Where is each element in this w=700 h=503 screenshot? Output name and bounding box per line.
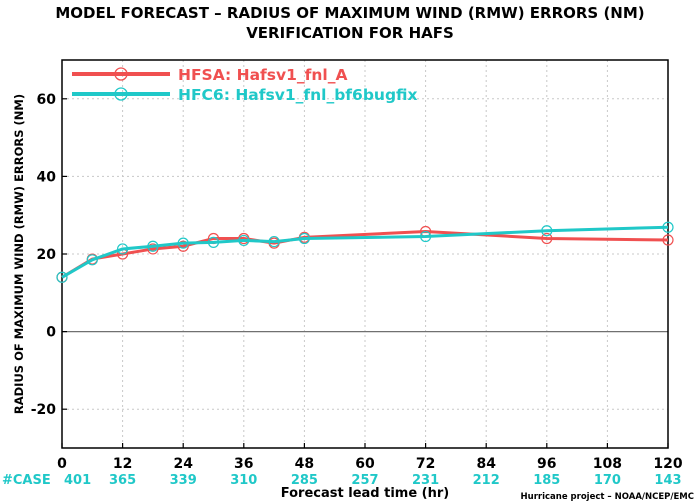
case-count: 401	[64, 473, 91, 488]
case-count: 257	[351, 473, 378, 488]
series-2-marker	[116, 243, 129, 255]
legend-marker	[114, 67, 128, 81]
case-count: 170	[594, 473, 621, 488]
y-tick-label: 0	[46, 325, 56, 341]
series-2-marker	[238, 234, 250, 247]
x-tick-label: 120	[653, 456, 682, 472]
y-tick-label: 40	[37, 169, 57, 185]
y-axis-label: RADIUS OF MAXIMUM WIND (RMW) ERRORS (NM)	[12, 94, 26, 414]
x-tick-label: 0	[57, 456, 67, 472]
series-1-marker	[662, 234, 674, 246]
y-tick-label: 20	[37, 247, 57, 263]
case-count: 185	[533, 473, 560, 488]
series-2-marker	[420, 230, 432, 243]
series-2-marker	[298, 232, 310, 245]
series-1-marker	[177, 240, 189, 252]
case-count: 231	[412, 473, 439, 488]
series-2-marker	[268, 235, 280, 248]
series-2-marker	[147, 240, 159, 252]
case-count: 212	[473, 473, 500, 488]
series-lines	[56, 221, 674, 283]
series-2-marker	[662, 221, 674, 233]
case-label: #CASE	[2, 473, 51, 488]
legend-label: HFSA: Hafsv1_fnl_A	[178, 66, 347, 84]
series-2-marker	[207, 236, 220, 248]
x-tick-label: 48	[295, 456, 314, 472]
series-2-marker	[541, 225, 553, 237]
series-2-marker	[86, 254, 98, 266]
case-count: 365	[109, 473, 136, 488]
x-axis-label: Forecast lead time (hr)	[281, 486, 449, 501]
y-tick-label: 60	[37, 92, 57, 108]
legend-marker	[114, 87, 128, 101]
legend: HFSA: Hafsv1_fnl_A HFC6: Hafsv1_fnl_bf6bu…	[72, 66, 418, 104]
case-count: 310	[230, 473, 257, 488]
x-tick-label: 60	[355, 456, 375, 472]
series-2-marker	[177, 237, 189, 249]
chart-title-line1: MODEL FORECAST – RADIUS OF MAXIMUM WIND …	[55, 4, 644, 22]
x-tick-label: 72	[416, 456, 435, 472]
credit-text: Hurricane project – NOAA/NCEP/EMC	[521, 492, 694, 502]
series-2-marker	[56, 271, 68, 283]
series-1-marker	[147, 243, 159, 255]
x-tick-label: 96	[537, 456, 556, 472]
axes: 0 12 24 36 48 60 72 84 96 108 120 -20 0 20 40 60	[31, 92, 683, 472]
grid-lines	[62, 60, 668, 448]
x-tick-label: 12	[113, 456, 132, 472]
case-count: 285	[291, 473, 318, 488]
case-count: 339	[170, 473, 197, 488]
legend-label: HFC6: Hafsv1_fnl_bf6bugfix	[178, 86, 418, 104]
x-tick-label: 84	[476, 456, 496, 472]
case-counts-row: #CASE 401 365 339 310 285 257 231 212 185 170 143	[2, 473, 682, 488]
y-tick-label: -20	[31, 402, 57, 418]
x-tick-label: 36	[234, 456, 253, 472]
x-tick-label: 24	[173, 456, 193, 472]
x-tick-label: 108	[593, 456, 622, 472]
case-count: 143	[654, 473, 681, 488]
series-1-marker	[541, 232, 553, 245]
chart-title-line2: VERIFICATION FOR HAFS	[246, 24, 454, 42]
